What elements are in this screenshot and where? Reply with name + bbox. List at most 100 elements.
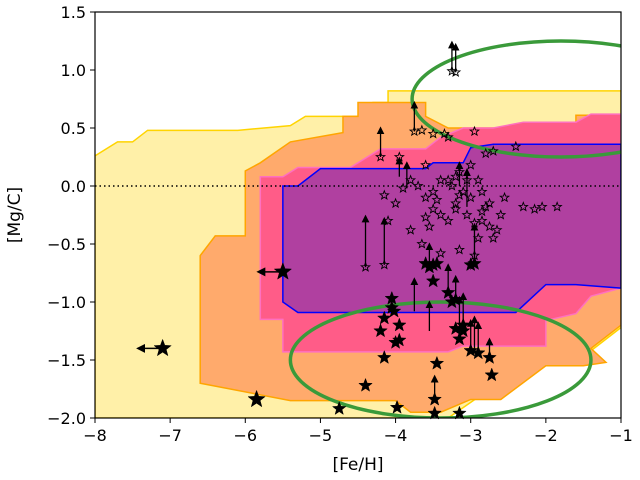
regions-layer [95, 90, 621, 418]
open-star-point [495, 209, 507, 220]
open-star-point [453, 189, 465, 200]
open-star-point [483, 220, 496, 232]
open-star-point [472, 232, 484, 243]
open-star-point [453, 244, 465, 255]
open-star-point [450, 203, 462, 214]
open-star-point [442, 215, 454, 226]
open-star-point [420, 211, 432, 222]
filled-star-point [452, 331, 467, 346]
open-star-point [529, 203, 541, 214]
open-star-point [468, 217, 480, 228]
y-tick-label: −2.0 [47, 409, 86, 428]
filled-star-point [391, 317, 407, 332]
x-tick-label: −4 [384, 426, 408, 445]
open-star-point [487, 145, 499, 156]
lower-ellipse [288, 300, 593, 418]
open-star-point [450, 170, 462, 182]
filled-star-point [247, 389, 266, 408]
open-star-point [510, 140, 522, 152]
open-star-point [461, 174, 473, 185]
plot-frame [94, 11, 622, 419]
x-tick-label: −1 [609, 426, 633, 445]
open-star-point [465, 191, 477, 203]
open-star-point [397, 182, 409, 194]
open-star-point [468, 125, 480, 137]
filled-star-point [467, 256, 482, 270]
filled-star-point [389, 399, 405, 414]
upper-ellipse [410, 39, 621, 159]
open-star-point [450, 66, 462, 78]
open-star-point [442, 131, 454, 142]
filled-star-point [463, 343, 479, 357]
open-star-point [461, 209, 473, 220]
open-star-point [378, 259, 390, 270]
y-axis-label: [Mg/C] [5, 187, 25, 243]
filled-star-point [455, 323, 471, 338]
x-tick-label: −3 [459, 426, 483, 445]
open-star-point [476, 215, 488, 226]
filled-star-point [273, 262, 293, 280]
open-star-point [420, 159, 432, 170]
open-star-point [465, 159, 477, 170]
open-star-point [405, 224, 417, 235]
open-star-point [393, 151, 405, 162]
open-star-point [435, 209, 447, 220]
filled-star-point [427, 405, 442, 420]
open-star-point [435, 247, 447, 258]
filled-star-point [331, 401, 347, 415]
filled-star-point [427, 391, 442, 406]
open-star-point [405, 174, 417, 185]
open-star-point [468, 249, 480, 261]
filled-star-point [358, 377, 373, 392]
open-star-point [551, 201, 563, 212]
y-tick-label: 0.0 [61, 177, 86, 196]
filled-star-point [448, 291, 464, 306]
filled-star-point [429, 355, 445, 370]
filled-star-point [391, 332, 407, 347]
filled-star-point [482, 349, 497, 364]
open-star-point [483, 197, 496, 209]
filled-star-point [386, 303, 402, 318]
filled-star-point [484, 367, 500, 382]
x-tick-label: −8 [83, 426, 107, 445]
filled-star-point [444, 294, 460, 309]
open-star-point [491, 224, 503, 235]
open-star-point [472, 174, 484, 185]
filled-star-point [425, 273, 441, 288]
open-star-point [453, 166, 465, 177]
open-star-point [431, 194, 443, 205]
y-tick-label: 1.5 [61, 3, 86, 22]
filled-star-point [376, 349, 392, 364]
open-star-point [412, 180, 424, 191]
y-tick-label: 1.0 [61, 61, 86, 80]
filled-star-point [376, 310, 392, 325]
open-star-point [446, 180, 458, 191]
open-star-point [378, 189, 390, 200]
open-star-point [390, 197, 402, 209]
x-tick-label: −5 [309, 426, 333, 445]
y-axis-ticks: −2.0 −1.5 −1.0 −0.5 0.0 0.5 1.0 1.5 [47, 3, 95, 428]
y-tick-label: −1.5 [47, 351, 86, 370]
open-star-point [423, 220, 435, 232]
open-star-point [360, 261, 372, 272]
filled-star-point [452, 405, 467, 420]
open-star-point [435, 174, 447, 185]
filled-star-point [440, 285, 456, 299]
y-tick-label: 0.5 [61, 119, 86, 138]
x-tick-label: −2 [534, 426, 558, 445]
x-axis-label: [Fe/H] [332, 455, 383, 475]
open-star-point [476, 186, 488, 197]
open-star-point [416, 238, 428, 249]
open-star-point [408, 125, 420, 137]
ellipse-layer [288, 39, 621, 418]
y-tick-label: −0.5 [47, 235, 86, 254]
open-star-point [382, 215, 394, 226]
open-star-point [375, 151, 387, 162]
filled-star-point [429, 256, 445, 270]
open-star-point [420, 191, 432, 203]
filled-star-point [373, 323, 388, 338]
open-star-point [427, 203, 439, 214]
open-star-point [499, 191, 511, 203]
y-tick-label: −1.0 [47, 293, 86, 312]
x-tick-label: −7 [158, 426, 182, 445]
